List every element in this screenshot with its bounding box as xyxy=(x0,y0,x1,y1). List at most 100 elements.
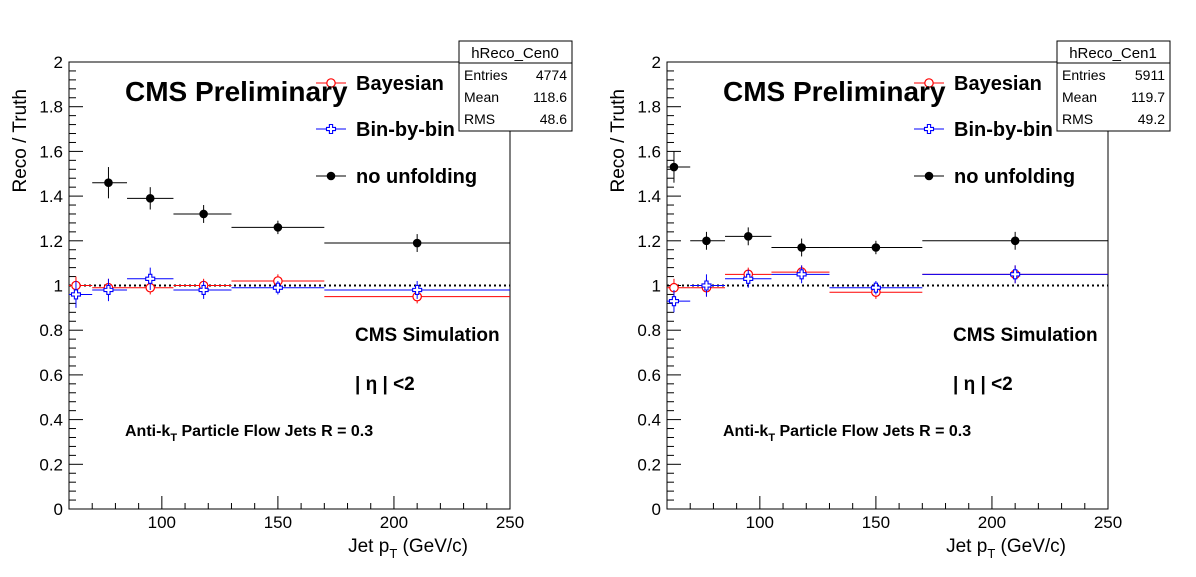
data-point xyxy=(797,243,806,252)
data-point xyxy=(70,289,82,300)
stats-box-frame xyxy=(458,40,573,132)
stats-label-rms: RMS xyxy=(464,111,495,127)
data-point xyxy=(145,194,155,203)
stats-value-entries: 5911 xyxy=(1135,67,1165,83)
stats-value-rms: 49.2 xyxy=(1138,111,1165,127)
stats-value-mean: 119.7 xyxy=(1131,89,1165,105)
legend: Bayesian Bin-by-bin no unfolding xyxy=(914,73,1075,188)
data-point xyxy=(104,178,113,187)
data-point xyxy=(1010,236,1020,246)
stats-label-mean: Mean xyxy=(1062,89,1097,105)
data-point xyxy=(103,284,114,296)
data-point xyxy=(870,282,881,293)
series-bin-by-bin xyxy=(69,267,510,308)
stats-box-frame xyxy=(1056,40,1171,132)
data-point xyxy=(412,284,423,296)
data-point xyxy=(669,162,679,172)
stats-box: hReco_Cen1 Entries 5911 Mean 119.7 RMS 49.2 xyxy=(1056,40,1171,132)
x-tick-label: 100 xyxy=(148,513,176,532)
series-bin-by-bin xyxy=(667,265,1108,313)
y-axis: 0 0.2 0.4 0.6 0.8 1 1.2 1.4 1.6 1.8 2 xyxy=(637,53,681,519)
data-point xyxy=(743,232,753,241)
legend-label: Bayesian xyxy=(954,73,1042,95)
y-tick-label: 1.2 xyxy=(39,232,63,251)
data-point xyxy=(198,284,209,296)
x-tick-label: 150 xyxy=(264,513,292,532)
annotation-simulation: CMS Simulation xyxy=(953,325,1098,346)
data-point xyxy=(273,223,283,232)
y-tick-label: 1.8 xyxy=(637,98,661,117)
chart-panel-right: 0 0.2 0.4 0.6 0.8 1 1.2 1.4 1.6 1.8 2 100 150 200 250 J… xyxy=(598,0,1196,572)
legend-label: no unfolding xyxy=(954,166,1075,188)
x-axis-label: Jet pT (GeV/c) xyxy=(348,536,468,561)
stats-box-name: hReco_Cen0 xyxy=(471,45,559,62)
x-tick-label: 100 xyxy=(746,513,774,532)
y-axis-label: Reco / Truth xyxy=(10,89,31,193)
legend-marker xyxy=(326,78,336,88)
legend-marker xyxy=(326,171,336,181)
data-point xyxy=(199,209,208,219)
chart-right-svg: 0 0.2 0.4 0.6 0.8 1 1.2 1.4 1.6 1.8 2 100 150 200 250 J… xyxy=(608,40,1171,561)
y-tick-label: 0.8 xyxy=(39,321,63,340)
data-point xyxy=(702,236,711,246)
y-tick-label: 2 xyxy=(54,53,63,72)
data-point xyxy=(668,296,680,307)
y-tick-label: 0.6 xyxy=(39,366,63,385)
stats-value-mean: 118.6 xyxy=(533,89,567,105)
data-point xyxy=(871,243,881,252)
annotation-simulation: CMS Simulation xyxy=(355,325,500,346)
y-tick-label: 0.2 xyxy=(39,455,63,474)
x-axis: 100 150 200 250 xyxy=(68,496,524,532)
stats-label-mean: Mean xyxy=(464,89,499,105)
y-tick-label: 0.4 xyxy=(39,411,63,430)
x-tick-label: 150 xyxy=(862,513,890,532)
legend-marker xyxy=(924,78,934,88)
y-tick-label: 0.4 xyxy=(637,411,661,430)
stats-label-rms: RMS xyxy=(1062,111,1093,127)
annotation-algorithm: Anti-kT Particle Flow Jets R = 0.3 xyxy=(723,423,971,444)
series-no-unfolding xyxy=(667,151,1108,257)
chart-panel-left: 0 0.2 0.4 0.6 0.8 1 1.2 1.4 1.6 1.8 2 100 150 200 250 J… xyxy=(0,0,598,572)
stats-box-name: hReco_Cen1 xyxy=(1069,45,1157,62)
y-tick-label: 0.8 xyxy=(637,321,661,340)
annotation-algorithm: Anti-kT Particle Flow Jets R = 0.3 xyxy=(125,423,373,444)
y-tick-label: 0.2 xyxy=(637,455,661,474)
legend-label: Bayesian xyxy=(356,73,444,95)
x-tick-label: 200 xyxy=(978,513,1006,532)
x-axis-label: Jet pT (GeV/c) xyxy=(946,536,1066,561)
y-tick-label: 1.6 xyxy=(39,142,63,161)
y-tick-label: 1.4 xyxy=(637,187,661,206)
data-point xyxy=(412,238,422,248)
legend-marker xyxy=(325,123,337,135)
data-point xyxy=(796,269,807,280)
legend-marker xyxy=(924,171,934,181)
data-point xyxy=(743,273,754,284)
chart-left-svg: 0 0.2 0.4 0.6 0.8 1 1.2 1.4 1.6 1.8 2 100 150 200 250 J… xyxy=(10,40,573,561)
legend: Bayesian Bin-by-bin no unfolding xyxy=(316,73,477,188)
stats-label-entries: Entries xyxy=(464,67,508,83)
x-axis: 100 150 200 250 xyxy=(666,496,1122,532)
legend-label: Bin-by-bin xyxy=(954,119,1053,141)
data-point xyxy=(701,280,712,291)
data-point xyxy=(1010,269,1021,280)
y-tick-label: 1.6 xyxy=(637,142,661,161)
chart-title: CMS Preliminary xyxy=(723,76,946,107)
y-axis-label: Reco / Truth xyxy=(608,89,629,193)
y-tick-label: 1.4 xyxy=(39,187,63,206)
x-tick-label: 200 xyxy=(380,513,408,532)
y-tick-label: 1.2 xyxy=(637,232,661,251)
y-axis: 0 0.2 0.4 0.6 0.8 1 1.2 1.4 1.6 1.8 2 xyxy=(39,53,83,519)
legend-label: no unfolding xyxy=(356,166,477,188)
y-tick-label: 1.8 xyxy=(39,98,63,117)
series-bayesian xyxy=(667,265,1108,299)
data-point xyxy=(145,273,156,284)
annotation-eta-cut: | η | <2 xyxy=(953,374,1013,395)
y-tick-label: 1 xyxy=(54,277,63,296)
stats-value-entries: 4774 xyxy=(536,67,567,83)
y-tick-label: 0 xyxy=(54,500,63,519)
series-no-unfolding xyxy=(92,167,510,252)
x-tick-label: 250 xyxy=(496,513,524,532)
x-tick-label: 250 xyxy=(1094,513,1122,532)
legend-marker xyxy=(923,123,935,135)
chart-title: CMS Preliminary xyxy=(125,76,348,107)
